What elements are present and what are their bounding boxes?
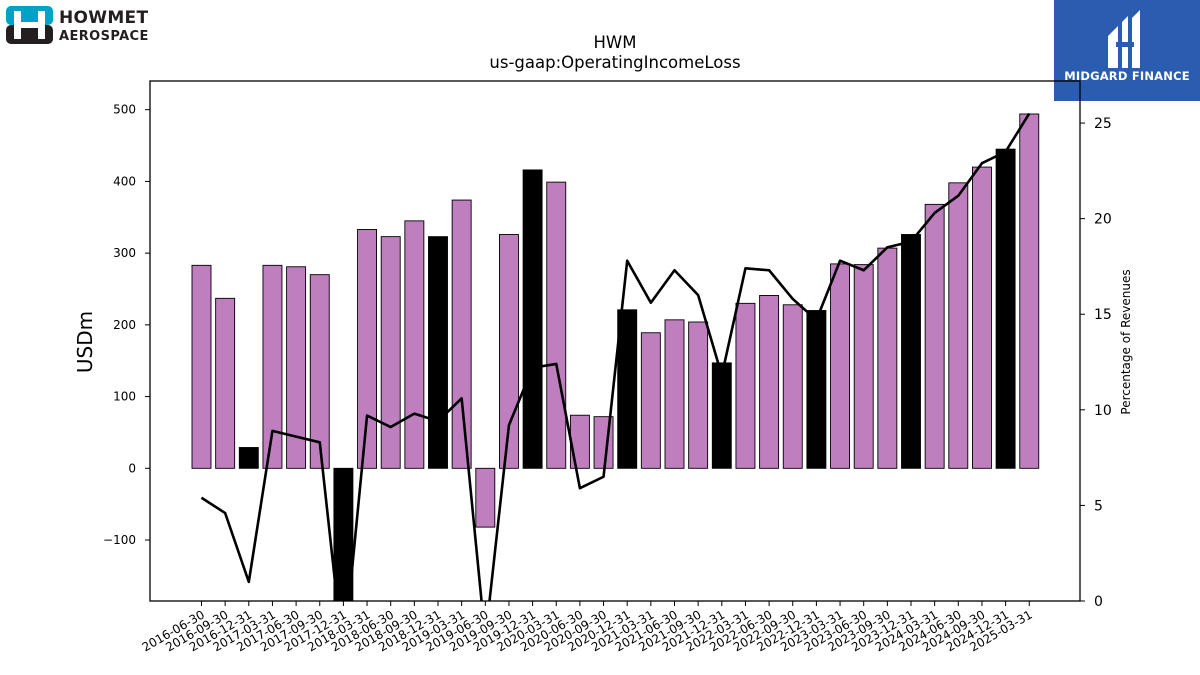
bar-2021-06-30	[664, 319, 685, 469]
howmet-mark-icon	[6, 6, 53, 44]
axes: −100010020030040050005101520252016-06-30…	[103, 80, 1112, 654]
bar-2017-03-31	[262, 264, 283, 469]
chart-subtitle: us-gaap:OperatingIncomeLoss	[489, 53, 740, 72]
bar-2024-03-31	[924, 203, 945, 469]
bar-2021-09-30	[688, 321, 709, 469]
bar-2023-03-31	[830, 263, 850, 469]
plot-frame	[149, 80, 1081, 602]
bar-2024-06-30	[948, 182, 969, 469]
y2-tick-label: 0	[1094, 594, 1103, 610]
y2-tick-label: 10	[1094, 403, 1112, 419]
bar-2017-09-30	[309, 274, 330, 469]
bar-2018-03-31	[357, 229, 377, 469]
bar-2019-06-30	[475, 467, 496, 528]
bar-2019-12-31	[522, 169, 543, 469]
howmet-logo: HOWMET AEROSPACE	[6, 6, 166, 46]
bar-2020-06-30	[569, 414, 590, 469]
bar-2022-06-30	[759, 295, 780, 469]
y2-tick-label: 5	[1094, 498, 1103, 514]
y2-tick-label: 15	[1094, 307, 1112, 323]
bar-2022-09-30	[782, 304, 803, 469]
y-tick-label: 400	[113, 174, 136, 188]
bar-2019-03-31	[451, 199, 472, 469]
bar-2017-12-31	[333, 467, 354, 601]
bar-2020-03-31	[546, 181, 567, 469]
bar-series	[191, 113, 1040, 601]
bar-2025-03-31	[1019, 113, 1040, 469]
publisher-name: MIDGARD FINANCE	[1064, 69, 1190, 83]
line-series	[200, 112, 1031, 601]
percentage-of-revenues-line	[200, 112, 1031, 601]
company-name-line2: AEROSPACE	[59, 29, 149, 44]
bar-2024-09-30	[972, 166, 992, 469]
bar-2018-09-30	[404, 220, 425, 469]
bar-2023-06-30	[853, 264, 874, 469]
bar-2024-12-31	[995, 148, 1016, 469]
bar-2018-12-31	[428, 236, 448, 469]
bar-2023-12-31	[901, 234, 921, 469]
chart-title: HWM	[594, 33, 637, 52]
bar-2018-06-30	[380, 236, 401, 469]
bar-2017-06-30	[286, 266, 307, 469]
bar-2016-12-31	[238, 447, 259, 469]
y2-tick-label: 20	[1094, 212, 1112, 228]
y-tick-label: 500	[113, 103, 136, 117]
y-tick-label: 100	[113, 390, 136, 404]
y-tick-label: 0	[128, 461, 136, 475]
y-axis-label: USDm	[73, 311, 97, 373]
y-tick-label: 200	[113, 318, 136, 332]
y2-axis-label: Percentage of Revenues	[1119, 269, 1133, 414]
midgard-mark-icon	[1108, 10, 1140, 68]
bar-2020-12-31	[617, 309, 638, 469]
y-tick-label: 300	[113, 246, 136, 260]
bar-2019-09-30	[499, 234, 519, 469]
bar-2016-06-30	[191, 264, 212, 469]
y2-tick-label: 25	[1094, 116, 1112, 132]
company-name-line1: HOWMET	[59, 8, 149, 28]
bar-2022-03-31	[735, 302, 756, 469]
bar-2021-12-31	[711, 362, 732, 469]
bar-2022-12-31	[806, 310, 827, 469]
midgard-logo: MIDGARD FINANCE	[1054, 0, 1200, 101]
bar-2021-03-31	[640, 332, 661, 469]
y-tick-label: −100	[103, 533, 136, 547]
bar-2023-09-30	[877, 247, 898, 469]
bar-2016-09-30	[215, 297, 236, 469]
